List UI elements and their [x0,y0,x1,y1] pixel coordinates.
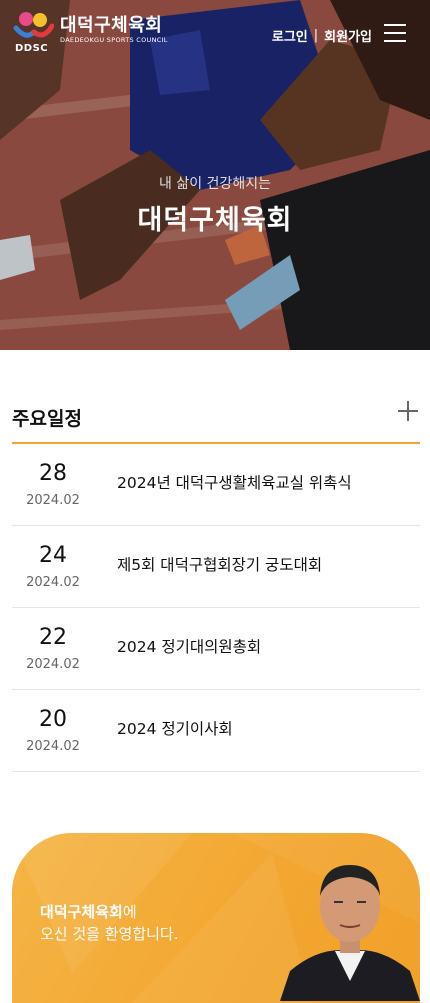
logo-title: 대덕구체육회 [60,15,163,36]
site-logo[interactable]: DDSC 대덕구체육회 DAEDEOKGU SPORTS COUNCIL [12,10,168,56]
logo-mark: DDSC [12,10,55,56]
hero-background-image [0,0,430,350]
president-portrait [280,865,420,1001]
schedule-list: 28 2024.02 2024년 대덕구생활체육교실 위촉식 24 2024.0… [12,444,420,772]
schedule-item[interactable]: 22 2024.02 2024 정기대의원총회 [12,608,420,690]
schedule-year-month: 2024.02 [26,657,80,672]
hero-banner: DDSC 대덕구체육회 DAEDEOKGU SPORTS COUNCIL 로그인… [0,0,430,350]
schedule-year-month: 2024.02 [26,575,80,590]
welcome-line2: 오신 것을 환영합니다. [40,925,179,943]
schedule-item[interactable]: 20 2024.02 2024 정기이사회 [12,690,420,772]
schedule-title-text: 2024 정기이사회 [117,720,233,738]
auth-divider: | [313,28,319,43]
schedule-item[interactable]: 24 2024.02 제5회 대덕구협회장기 궁도대회 [12,526,420,608]
schedule-title-text: 2024년 대덕구생활체육교실 위촉식 [117,474,352,492]
schedule-day: 20 [39,707,67,732]
welcome-particle: 에 [122,903,137,921]
hero-title: 대덕구체육회 [137,205,293,236]
hero-overlay [0,0,430,350]
schedule-year-month: 2024.02 [26,493,80,508]
auth-links: 로그인 | 회원가입 [272,26,372,45]
welcome-banner: 대덕구체육회에 오신 것을 환영합니다. [12,833,420,1003]
schedule-day: 22 [39,625,67,650]
welcome-org: 대덕구체육회 [40,903,123,921]
schedule-year-month: 2024.02 [26,739,80,754]
logo-abbr: DDSC [15,43,49,54]
plus-icon[interactable] [396,399,420,423]
signup-link[interactable]: 회원가입 [324,30,372,45]
logo-subtitle: DAEDEOKGU SPORTS COUNCIL [60,36,168,44]
schedule-title: 주요일정 [12,408,82,430]
schedule-day: 28 [39,461,67,486]
hero-tagline: 내 삶이 건강해지는 [159,176,271,192]
schedule-item[interactable]: 28 2024.02 2024년 대덕구생활체육교실 위촉식 [12,444,420,526]
schedule-title-text: 2024 정기대의원총회 [117,638,262,656]
hamburger-menu-icon[interactable] [384,24,406,42]
schedule-header: 주요일정 [12,396,420,444]
welcome-message: 대덕구체육회에 오신 것을 환영합니다. [40,901,179,945]
login-link[interactable]: 로그인 [271,30,308,45]
schedule-day: 24 [39,543,67,568]
schedule-title-text: 제5회 대덕구협회장기 궁도대회 [117,556,323,574]
